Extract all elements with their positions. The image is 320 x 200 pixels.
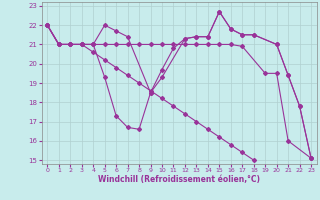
- X-axis label: Windchill (Refroidissement éolien,°C): Windchill (Refroidissement éolien,°C): [98, 175, 260, 184]
